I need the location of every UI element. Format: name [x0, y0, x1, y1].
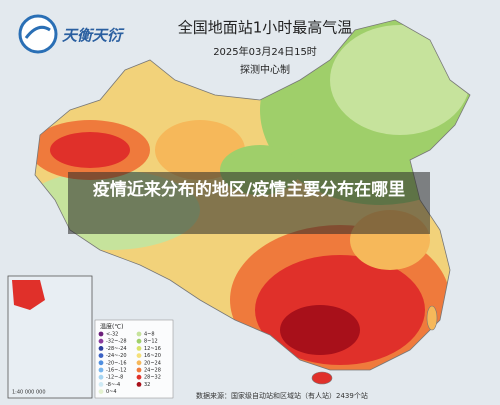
legend-label: 20~24 [144, 360, 161, 366]
headline: 疫情近来分布的地区/疫情主要分布在哪里 [92, 180, 406, 200]
legend-label: 0~4 [106, 389, 117, 395]
headline-band: 疫情近来分布的地区/疫情主要分布在哪里 [68, 172, 430, 234]
legend-label: -16~-12 [106, 368, 127, 374]
legend-swatch [98, 367, 104, 373]
legend-swatch [136, 367, 142, 373]
legend-swatch [136, 374, 142, 380]
legend-label: 16~20 [144, 353, 161, 359]
scale: 1:40 000 000 [12, 390, 46, 396]
legend-swatch [98, 382, 104, 387]
legend-label: 4~8 [144, 332, 155, 338]
legend-label: <-32 [106, 332, 118, 338]
legend-swatch [136, 338, 142, 344]
legend-swatch [98, 346, 104, 351]
legend-label: -24~-20 [106, 353, 127, 359]
legend-swatch [136, 353, 142, 358]
logo-swoosh [24, 25, 51, 39]
legend-swatch [98, 374, 104, 380]
hainan [311, 371, 333, 385]
logo-text: 天衡天衍 [62, 27, 125, 45]
legend-swatch [136, 331, 142, 337]
legend-label: 32 [144, 382, 150, 388]
legend-label: 24~28 [144, 368, 161, 374]
inset-coast [12, 280, 45, 310]
legend-swatch [136, 360, 142, 366]
taiwan [426, 305, 438, 331]
legend-label: 12~16 [144, 346, 161, 352]
legend-title: 温度(℃) [100, 323, 123, 331]
legend-swatch [136, 382, 142, 387]
date: 2025年03月24日15时 [213, 45, 317, 58]
legend-swatch [98, 389, 104, 394]
legend-label: 28~32 [144, 375, 161, 381]
legend-swatch [98, 353, 104, 358]
legend-label: 8~12 [144, 339, 158, 345]
legend-swatch [98, 360, 104, 366]
legend-label: -12~-8 [106, 375, 123, 381]
legend-label: -32~-28 [106, 339, 127, 345]
logo-mark [18, 14, 58, 54]
legend-label: -8~-4 [106, 382, 120, 388]
legend-label: -20~-16 [106, 360, 127, 366]
legend-swatch [136, 346, 142, 351]
title: 全国地面站1小时最高气温 [178, 19, 353, 37]
producer: 探测中心制 [240, 63, 290, 76]
legend-swatch [98, 331, 104, 337]
legend-swatch [98, 338, 104, 344]
legend-box [94, 319, 174, 399]
legend-label: -28~-24 [106, 346, 127, 352]
source: 数据来源：国家级自动站和区域站（有人站）2439个站 [196, 391, 368, 400]
